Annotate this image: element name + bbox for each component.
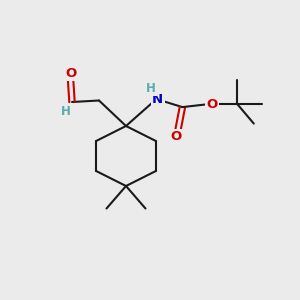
Text: H: H: [146, 82, 156, 95]
Text: O: O: [65, 67, 76, 80]
Text: H: H: [61, 105, 70, 118]
Text: O: O: [207, 98, 218, 111]
Text: O: O: [171, 130, 182, 143]
Text: N: N: [152, 93, 164, 106]
